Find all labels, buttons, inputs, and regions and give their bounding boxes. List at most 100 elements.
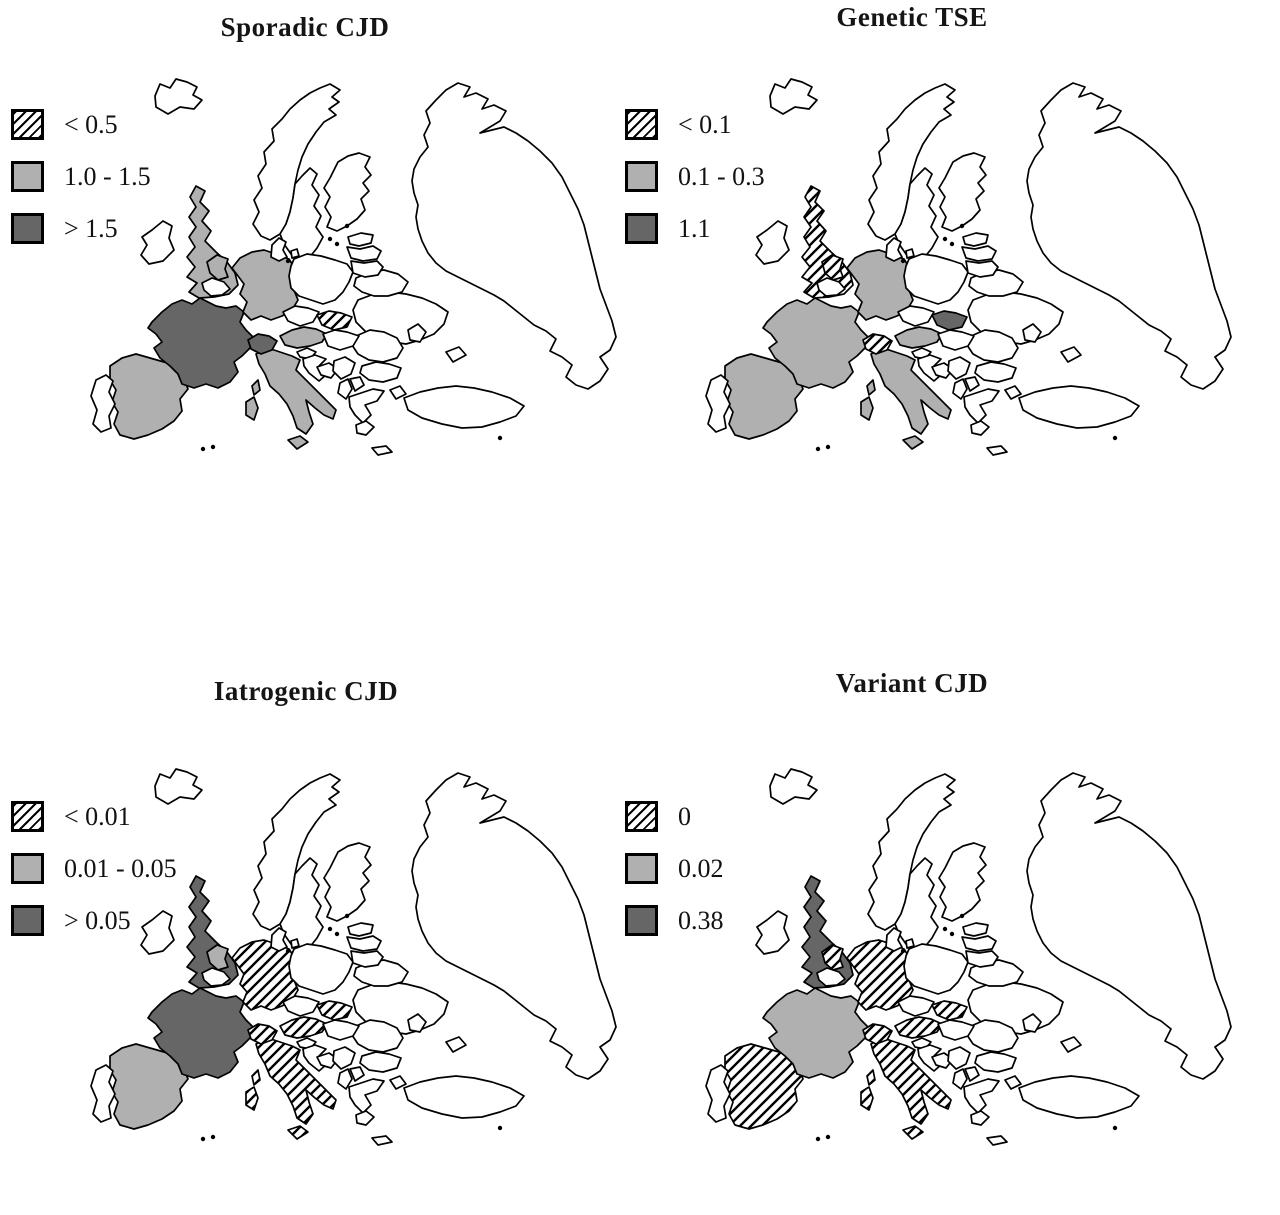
country-sicily	[902, 435, 924, 450]
legend-item: < 0.01	[11, 801, 177, 832]
country-spain	[109, 1043, 193, 1130]
island-dot	[900, 948, 906, 954]
country-romania	[351, 329, 404, 363]
country-sardinia	[860, 396, 874, 421]
country-turkey	[1018, 1075, 1140, 1119]
island-dot	[825, 1134, 831, 1140]
country-crete	[371, 1135, 393, 1146]
country-bulgaria	[359, 1051, 402, 1073]
map-genetic-tse	[615, 50, 1255, 520]
map-iatrogenic-cjd	[0, 740, 640, 1210]
country-moldova	[1022, 1013, 1042, 1033]
country-spain	[109, 353, 193, 440]
country-bulgaria	[359, 361, 402, 383]
island-dot	[1112, 435, 1118, 441]
country-denmark-island	[905, 248, 915, 259]
island-dot	[497, 435, 503, 441]
legend-swatch-hatched	[625, 801, 658, 832]
island-dot	[949, 241, 955, 247]
panel-title-iatrogenic-cjd: Iatrogenic CJD	[213, 676, 399, 706]
country-iceland	[769, 768, 818, 805]
country-ireland	[755, 910, 790, 955]
country-poland	[288, 253, 354, 305]
island-dot	[497, 1125, 503, 1131]
country-austria	[894, 326, 943, 349]
legend-item: 1.0 - 1.5	[11, 161, 151, 192]
country-corsica	[866, 379, 876, 396]
country-sweden	[894, 857, 939, 954]
country-finland	[938, 842, 987, 922]
country-serbia	[332, 356, 356, 380]
island-dot	[959, 223, 965, 229]
country-italy	[255, 1037, 337, 1125]
country-peloponnese	[355, 1110, 375, 1126]
country-spain	[724, 1043, 808, 1130]
legend-item: < 0.5	[11, 109, 151, 140]
country-latvia	[961, 935, 997, 952]
country-turkey	[403, 1075, 525, 1119]
country-belgium	[816, 967, 846, 987]
island-dot	[344, 223, 350, 229]
country-russia	[411, 82, 617, 390]
country-italy	[870, 1037, 952, 1125]
country-turkey-thrace	[389, 385, 407, 400]
island-dot	[815, 1136, 821, 1142]
country-slovakia	[316, 310, 353, 331]
country-denmark-island	[905, 938, 915, 949]
island-dot	[285, 948, 291, 954]
country-netherlands	[821, 944, 844, 971]
country-denmark	[270, 927, 288, 952]
country-moldova	[1022, 323, 1042, 343]
country-netherlands	[206, 944, 229, 971]
legend-item: > 1.5	[11, 213, 151, 244]
country-slovakia	[931, 310, 968, 331]
legend-label: 1.1	[678, 213, 711, 243]
country-poland	[288, 943, 354, 995]
country-poland	[903, 943, 969, 995]
europe-map-sporadic-cjd	[90, 78, 617, 456]
country-serbia	[332, 1046, 356, 1070]
country-greece	[348, 1078, 385, 1114]
country-austria	[279, 1016, 328, 1039]
country-ireland	[755, 220, 790, 265]
island-dot	[942, 236, 948, 242]
legend-swatch-dark-gray	[625, 213, 658, 244]
legend-variant-cjd: 0 0.02 0.38	[625, 801, 724, 936]
panel-title-variant-cjd: Variant CJD	[835, 668, 989, 698]
country-sardinia	[860, 1086, 874, 1111]
island-dot	[210, 1134, 216, 1140]
legend-label: 0	[678, 801, 691, 831]
country-latvia	[961, 245, 997, 262]
country-belgium	[816, 277, 846, 297]
country-turkey-thrace	[389, 1075, 407, 1090]
country-italy	[870, 347, 952, 435]
legend-label: > 0.05	[64, 905, 131, 935]
island-dot	[210, 444, 216, 450]
country-sweden	[279, 857, 324, 954]
country-peloponnese	[355, 420, 375, 436]
legend-item: 1.1	[625, 213, 765, 244]
country-hungary	[937, 329, 975, 351]
country-moldova	[407, 323, 427, 343]
country-estonia	[347, 232, 374, 247]
country-lithuania	[350, 260, 384, 278]
country-latvia	[346, 935, 382, 952]
country-greece	[348, 388, 385, 424]
country-czech-republic	[897, 305, 935, 327]
country-netherlands	[206, 254, 229, 281]
legend-label: < 0.1	[678, 109, 732, 139]
country-romania	[966, 329, 1019, 363]
legend-swatch-dark-gray	[11, 213, 44, 244]
country-russia	[1026, 772, 1232, 1080]
country-portugal	[90, 1064, 116, 1123]
country-sweden	[279, 167, 324, 264]
country-russia	[1026, 82, 1232, 390]
island-dot	[334, 931, 340, 937]
island-dot	[327, 236, 333, 242]
country-russia	[411, 772, 617, 1080]
legend-swatch-light-gray	[625, 853, 658, 884]
legend-swatch-hatched	[11, 109, 44, 140]
legend-swatch-light-gray	[11, 853, 44, 884]
country-crete	[986, 445, 1008, 456]
country-estonia	[962, 922, 989, 937]
